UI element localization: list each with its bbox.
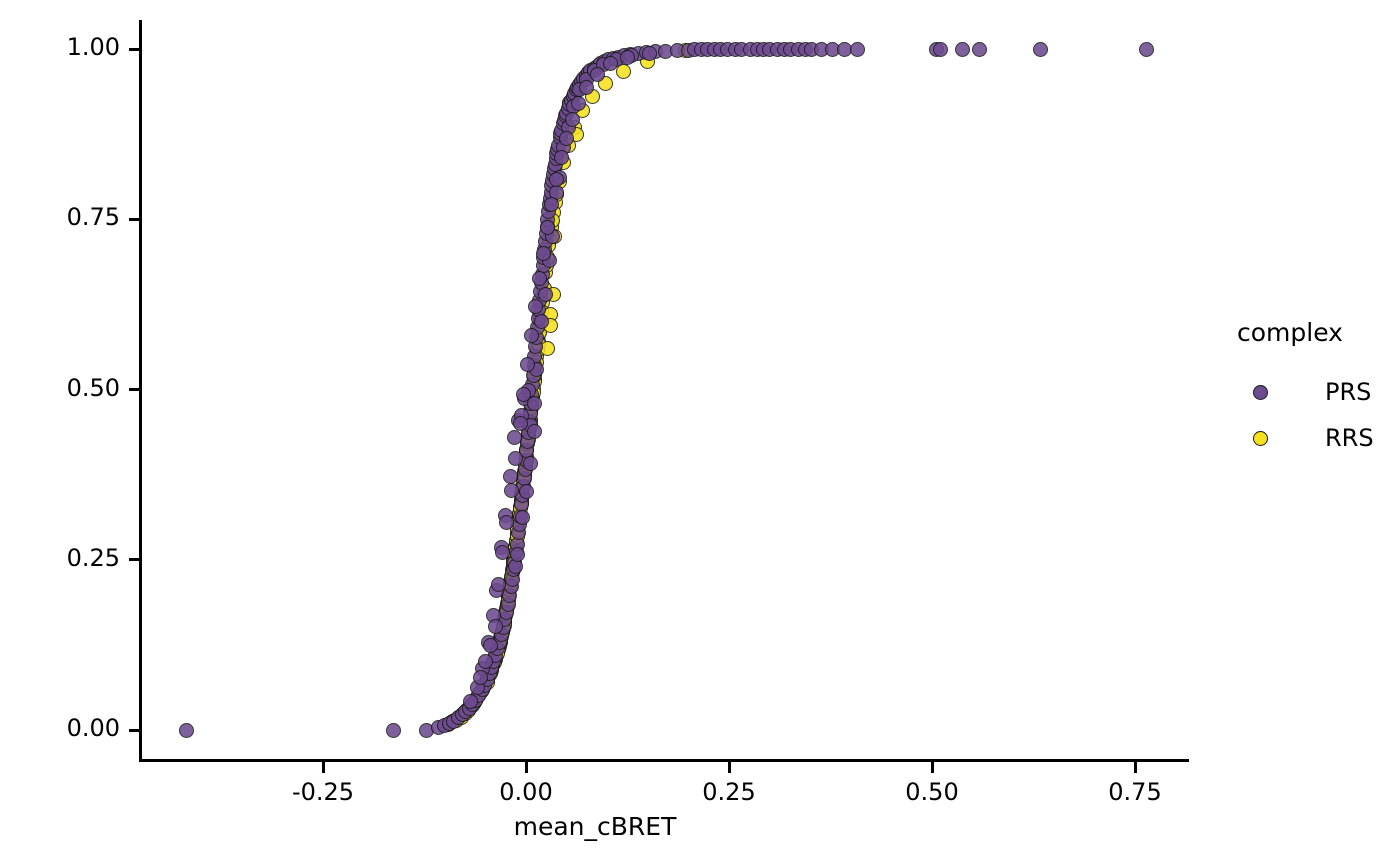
legend-entries: PRS RRS: [1237, 369, 1374, 461]
scatter-point: [1138, 41, 1154, 57]
scatter-point: [477, 654, 493, 670]
scatter-point: [527, 424, 543, 440]
scatter-point: [537, 286, 553, 302]
scatter-point: [518, 484, 534, 500]
scatter-point: [620, 49, 635, 65]
legend-label: PRS: [1325, 378, 1372, 406]
scatter-point: [549, 172, 565, 188]
x-tick-label: -0.25: [291, 778, 355, 806]
y-tick-label: 0.00: [66, 714, 120, 742]
y-tick-mark: [129, 558, 140, 562]
scatter-point: [528, 298, 544, 314]
scatter-point: [524, 327, 540, 343]
plot-panel: [142, 20, 1189, 759]
x-tick-mark: [524, 762, 528, 773]
scatter-point: [512, 416, 528, 432]
scatter-point: [971, 41, 987, 57]
legend-item-prs[interactable]: PRS: [1237, 369, 1374, 415]
scatter-point: [559, 131, 575, 147]
scatter-point: [849, 41, 865, 57]
scatter-point: [544, 196, 560, 212]
y-tick-mark: [129, 728, 140, 732]
x-tick-mark: [930, 762, 934, 773]
x-axis-title: mean_cBRET: [513, 812, 677, 841]
y-tick-mark: [129, 388, 140, 391]
legend-dot-icon: [1252, 430, 1268, 446]
scatter-point: [589, 66, 605, 82]
scatter-point: [615, 63, 631, 79]
scatter-point: [494, 545, 510, 561]
legend-title: complex: [1237, 318, 1343, 347]
x-tick-label: 0.75: [1108, 778, 1162, 806]
scatter-point: [955, 41, 971, 57]
scatter-point: [490, 576, 506, 592]
scatter-point: [571, 95, 587, 111]
scatter-point: [520, 357, 536, 373]
y-tick-label: 1.00: [66, 33, 120, 61]
x-tick-label: 0.00: [499, 778, 553, 806]
x-tick-mark: [1133, 762, 1137, 773]
scatter-point: [602, 56, 618, 72]
scatter-point: [932, 41, 948, 57]
scatter-point: [516, 387, 532, 403]
scatter-point: [536, 245, 552, 261]
x-tick-mark: [321, 762, 325, 773]
y-tick-mark: [129, 217, 140, 221]
scatter-point: [579, 79, 595, 95]
y-tick-label: 0.50: [66, 373, 120, 402]
scatter-point: [641, 45, 657, 61]
scatter-point: [482, 638, 498, 654]
x-tick-label: 0.25: [702, 778, 756, 806]
scatter-point: [526, 395, 542, 411]
legend-dot-icon: [1252, 384, 1268, 400]
scatter-point: [507, 429, 523, 445]
legend-key: [1237, 384, 1283, 400]
y-tick-label: 0.75: [66, 203, 120, 232]
scatter-point: [499, 514, 514, 530]
scatter-point: [473, 670, 489, 686]
legend-item-rrs[interactable]: RRS: [1237, 415, 1374, 461]
scatter-point: [1033, 41, 1049, 57]
scatter-point: [564, 112, 580, 128]
x-tick-mark: [727, 762, 731, 773]
legend: complex PRS RRS: [1237, 318, 1374, 461]
y-axis-line: [139, 20, 142, 762]
scatter-point: [463, 693, 479, 709]
scatter-point: [386, 722, 402, 738]
y-tick-mark: [129, 47, 140, 51]
scatter-point: [510, 546, 526, 562]
scatter-point: [533, 313, 549, 329]
legend-key: [1237, 430, 1283, 446]
scatter-point: [487, 618, 503, 634]
scatter-point: [507, 451, 523, 467]
scatter-point: [554, 150, 570, 166]
scatter-point: [540, 219, 556, 235]
scatter-point: [532, 270, 548, 286]
legend-label: RRS: [1325, 424, 1374, 452]
x-tick-label: 0.50: [905, 778, 959, 806]
y-tick-label: 0.25: [66, 543, 120, 572]
scatter-point: [522, 455, 538, 471]
scatter-point: [515, 510, 531, 526]
x-axis-line: [139, 759, 1189, 762]
scatter-point: [503, 482, 519, 498]
scatter-point: [179, 722, 195, 738]
